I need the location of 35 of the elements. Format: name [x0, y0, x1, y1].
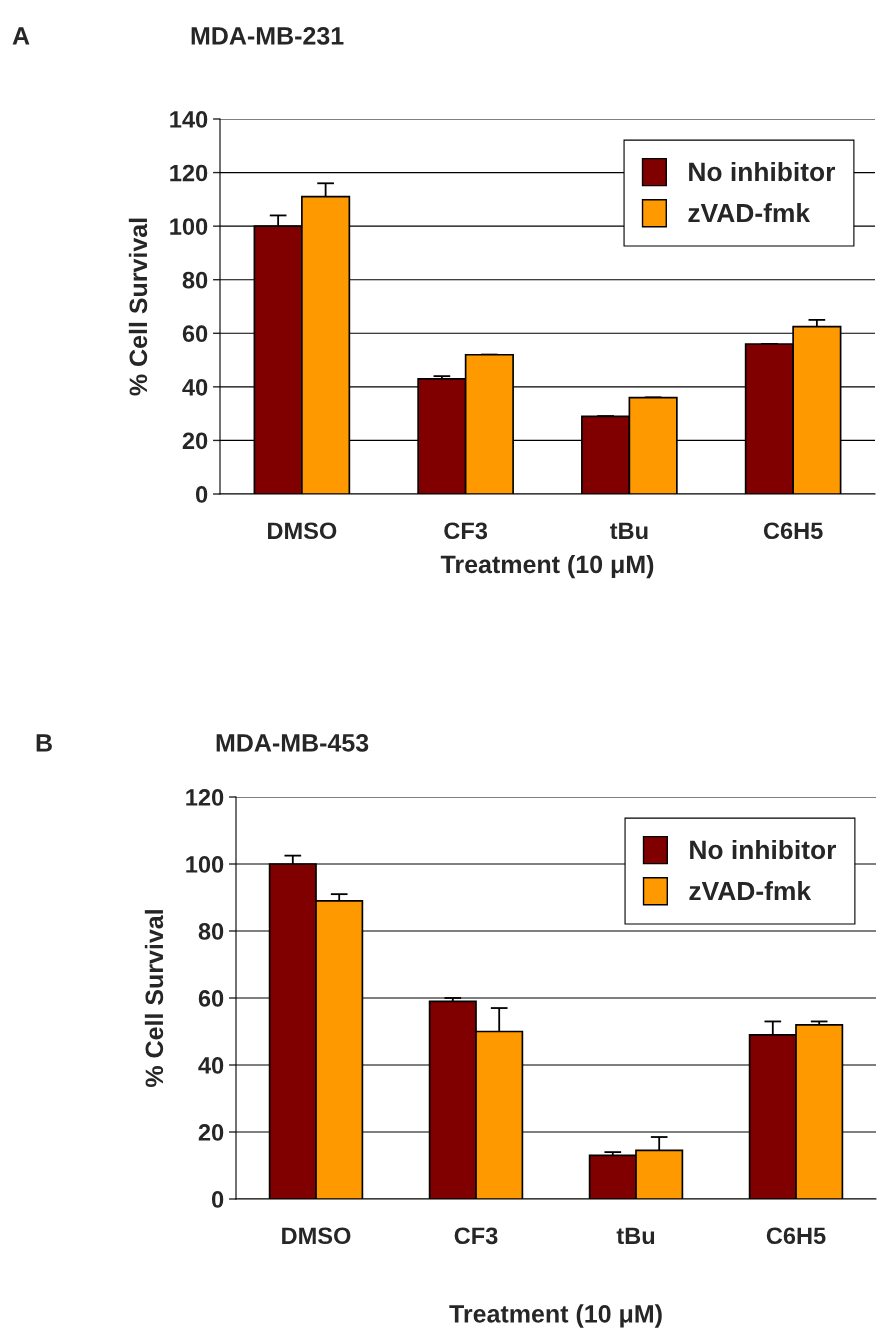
y-tick-label: 40 [182, 378, 208, 396]
chart-title: MDA-MB-453 [216, 734, 369, 752]
chart-title: MDA-MB-231 [191, 27, 344, 45]
y-tick-label: 100 [170, 218, 208, 235]
x-tick-label: C6H5 [766, 1227, 826, 1245]
x-axis-title: Treatment (10 μM) [440, 554, 654, 579]
y-tick-label: 120 [170, 164, 208, 182]
x-tick-label: DMSO [282, 1227, 351, 1245]
text: B [36, 734, 52, 752]
x-tick-label: CF3 [444, 522, 488, 540]
y-tick-label: 40 [198, 1057, 224, 1074]
x-tick-label: C6H5 [763, 522, 823, 540]
y-tick-label: 60 [198, 990, 224, 1007]
y-tick-label: 60 [182, 325, 208, 343]
y-tick-label: 20 [182, 432, 208, 450]
y-tick-label: 80 [198, 923, 224, 940]
y-tick-label: 0 [212, 1191, 224, 1208]
y-tick-label: 100 [186, 856, 224, 873]
y-tick-label: 140 [170, 111, 208, 128]
y-tick-label: 0 [196, 486, 208, 503]
y-tick-label: 20 [198, 1124, 224, 1141]
y-axis-title: % Cell Survival [144, 910, 164, 1087]
x-tick-label: tBu [616, 1227, 655, 1245]
x-tick-label: CF3 [454, 1227, 498, 1245]
y-tick-label: 120 [186, 789, 224, 806]
x-tick-label: tBu [610, 522, 648, 540]
legend-label: zVAD-fmk [688, 202, 811, 223]
legend-label: No inhibitor [690, 839, 837, 860]
x-axis-title: Treatment (10 μM) [449, 1304, 662, 1328]
legend-label: zVAD-fmk [689, 880, 812, 901]
legend-label: No inhibitor [689, 161, 836, 182]
text: A [12, 27, 30, 45]
y-axis-title: % Cell Survival [128, 218, 148, 396]
x-tick-label: DMSO [268, 522, 337, 540]
y-tick-label: 80 [182, 271, 208, 289]
